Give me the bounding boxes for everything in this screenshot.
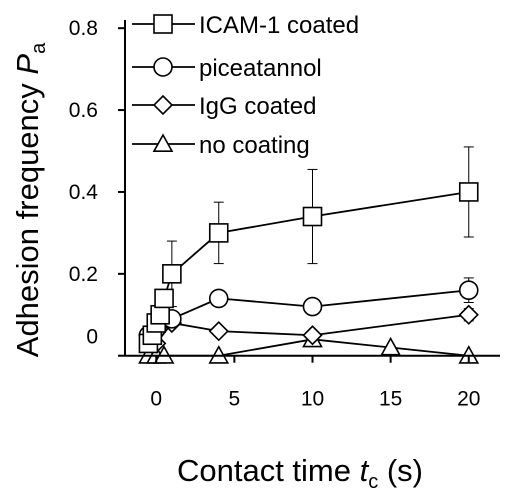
x-tick-label: 5	[229, 388, 241, 411]
data-point	[150, 304, 170, 325]
x-tick-label: 10	[301, 388, 324, 411]
data-point	[154, 288, 174, 309]
legend-label: no coating	[199, 132, 310, 159]
y-tick-label: 0.4	[69, 181, 99, 204]
x-tick-label: 15	[379, 388, 402, 411]
data-point	[458, 304, 479, 325]
data-point	[208, 223, 229, 243]
legend-label: ICAM-1 coated	[199, 12, 359, 39]
legend-marker	[152, 94, 174, 116]
y-axis-title: Adhesion frequency Pa	[10, 42, 50, 357]
data-point	[162, 264, 182, 284]
series-icam-1-coated	[138, 146, 479, 354]
plot-area	[138, 146, 480, 364]
y-tick-label: 0.8	[69, 17, 98, 40]
data-point	[302, 206, 323, 227]
legend: ICAM-1 coated piceatannol IgG coated no coa…	[132, 12, 359, 159]
y-tick-label: 0.6	[69, 99, 98, 122]
legend-label: piceatannol	[199, 55, 322, 82]
data-point	[208, 321, 229, 342]
x-tick-label: 20	[457, 388, 480, 411]
y-tick-label: 0.2	[69, 263, 98, 286]
y-ticks: 0 0.2 0.4 0.6 0.8	[69, 17, 125, 357]
legend-item: ICAM-1 coated	[132, 12, 359, 39]
legend-item: piceatannol	[132, 55, 322, 82]
data-point	[302, 296, 323, 317]
legend-label: IgG coated	[199, 93, 316, 120]
legend-item: IgG coated	[132, 93, 316, 120]
legend-marker	[153, 14, 173, 34]
x-axis-title: Contact time tc (s)	[177, 453, 423, 493]
y-tick-label: 0	[86, 326, 98, 349]
data-point	[208, 288, 229, 309]
data-point	[458, 280, 479, 301]
x-ticks: 0 5 10 15 20	[150, 355, 480, 411]
x-tick-label: 0	[150, 388, 162, 411]
data-point	[302, 325, 323, 346]
legend-marker	[152, 133, 174, 152]
data-point	[458, 182, 479, 202]
axes: 0 5 10 15 20 0 0.2 0.4 0.6 0.8	[69, 17, 500, 411]
legend-marker	[153, 57, 173, 77]
legend-item: no coating	[132, 132, 310, 159]
